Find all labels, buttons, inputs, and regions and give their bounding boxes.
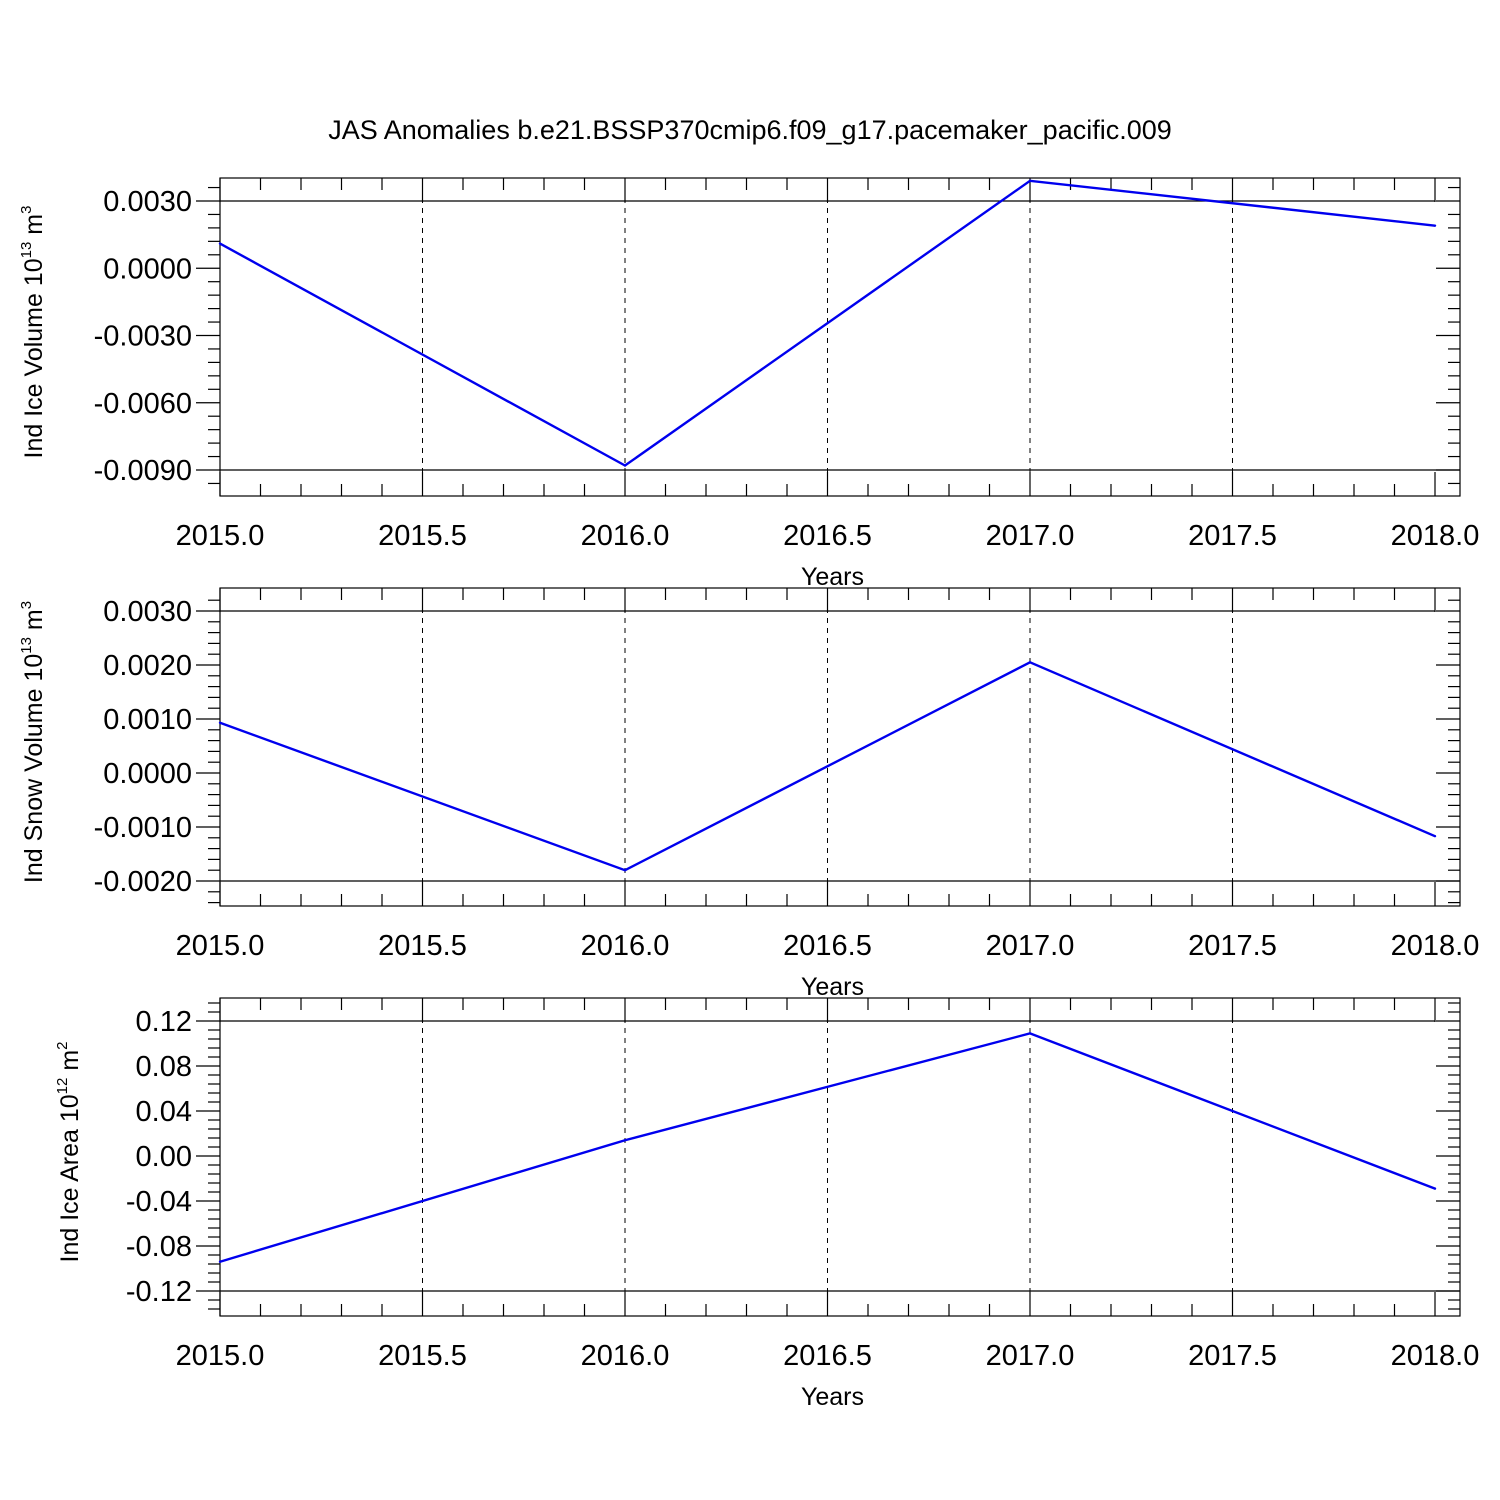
y-label-exponent: 13 — [18, 637, 35, 654]
series-line — [219, 1032, 1436, 1263]
y-label-unit-exponent: 3 — [18, 601, 35, 609]
y-label-unit-exponent: 3 — [18, 206, 35, 214]
data-point — [1028, 179, 1032, 183]
data-point — [1433, 834, 1437, 838]
x-tick-label: 2017.0 — [986, 930, 1075, 962]
y-label-main: Ind Ice Volume 10 — [20, 258, 48, 458]
y-tick-label: 0.00 — [136, 1141, 192, 1173]
panel-ice-area: 0.12 0.08 0.04 0.00 -0.04 -0.08 -0.12 2015.0 201… — [54, 997, 1480, 1411]
x-axis-label: Years — [801, 973, 864, 1001]
x-tick-label: 2018.0 — [1391, 930, 1480, 962]
data-point — [1433, 224, 1437, 227]
x-tick-label: 2016.5 — [783, 930, 872, 962]
y-label-main: Ind Snow Volume 10 — [20, 654, 48, 883]
y-tick-label: 0.08 — [136, 1051, 192, 1083]
x-tick-label: 2015.5 — [378, 520, 467, 552]
x-tick-label: 2016.0 — [581, 930, 670, 962]
y-label-exponent: 13 — [18, 242, 35, 259]
plot-frame — [219, 587, 1461, 907]
chart-title: JAS Anomalies b.e21.BSSP370cmip6.f09_g17… — [328, 115, 1172, 145]
x-tick-label: 2015.0 — [176, 520, 265, 552]
y-tick-label: -0.0090 — [94, 455, 192, 487]
y-tick-label: -0.12 — [126, 1276, 192, 1308]
x-tick-label: 2015.5 — [378, 1340, 467, 1372]
x-tick-label: 2015.0 — [176, 1340, 265, 1372]
y-label-exponent: 12 — [54, 1078, 71, 1095]
x-axis-label: Years — [801, 1383, 864, 1411]
y-label-unit: m — [20, 214, 48, 242]
y-tick-label: 0.0030 — [103, 186, 192, 218]
y-label-unit: m — [20, 609, 48, 637]
data-point — [1028, 661, 1032, 664]
y-tick-label: 0.0020 — [103, 650, 192, 682]
data-point — [1028, 1032, 1032, 1035]
plot-frame — [219, 997, 1461, 1317]
x-tick-label: 2017.5 — [1188, 930, 1277, 962]
series-line — [219, 179, 1436, 467]
y-label-unit-exponent: 2 — [54, 1042, 71, 1050]
y-axis-label: Ind Snow Volume 1013 m3 — [18, 601, 48, 883]
y-axis-label: Ind Ice Volume 1013 m3 — [18, 206, 48, 459]
y-label-unit: m — [56, 1050, 84, 1078]
x-axis-label: Years — [801, 563, 864, 591]
y-tick-label: -0.04 — [126, 1186, 192, 1218]
y-tick-label: 0.04 — [136, 1096, 192, 1128]
y-label-main: Ind Ice Area 10 — [56, 1094, 84, 1262]
x-tick-label: 2017.5 — [1188, 520, 1277, 552]
x-tick-label: 2016.0 — [581, 520, 670, 552]
panel-snow-volume: 0.0030 0.0020 0.0010 0.0000 -0.0010 -0.0020 20… — [18, 587, 1480, 1001]
y-axis-label: Ind Ice Area 1012 m2 — [54, 1042, 84, 1263]
x-tick-label: 2015.5 — [378, 930, 467, 962]
plot-frame — [219, 177, 1461, 497]
y-tick-label: -0.0020 — [94, 866, 192, 898]
data-point — [218, 721, 222, 724]
x-tick-label: 2015.0 — [176, 930, 265, 962]
data-point — [623, 464, 627, 467]
y-tick-label: 0.12 — [136, 1006, 192, 1038]
x-tick-label: 2018.0 — [1391, 520, 1480, 552]
data-point — [218, 242, 222, 245]
y-tick-label: 0.0000 — [103, 758, 192, 790]
y-tick-label: 0.0010 — [103, 704, 192, 736]
panel-ice-volume: 0.0030 0.0000 -0.0030 -0.0060 -0.0090 2015.0 2… — [18, 177, 1480, 591]
data-point — [623, 869, 627, 872]
x-tick-label: 2018.0 — [1391, 1340, 1480, 1372]
y-tick-label: -0.08 — [126, 1231, 192, 1263]
series-line — [219, 660, 1436, 872]
data-point — [218, 1260, 222, 1263]
x-tick-label: 2017.0 — [986, 1340, 1075, 1372]
y-tick-label: -0.0030 — [94, 321, 192, 353]
x-tick-label: 2017.0 — [986, 520, 1075, 552]
x-tick-label: 2016.0 — [581, 1340, 670, 1372]
x-tick-label: 2016.5 — [783, 1340, 872, 1372]
data-point — [623, 1139, 627, 1142]
data-point — [1433, 1187, 1437, 1190]
y-tick-label: 0.0030 — [103, 596, 192, 628]
y-tick-label: -0.0060 — [94, 388, 192, 420]
y-tick-label: 0.0000 — [103, 253, 192, 285]
x-tick-label: 2016.5 — [783, 520, 872, 552]
x-tick-label: 2017.5 — [1188, 1340, 1277, 1372]
y-tick-label: -0.0010 — [94, 812, 192, 844]
